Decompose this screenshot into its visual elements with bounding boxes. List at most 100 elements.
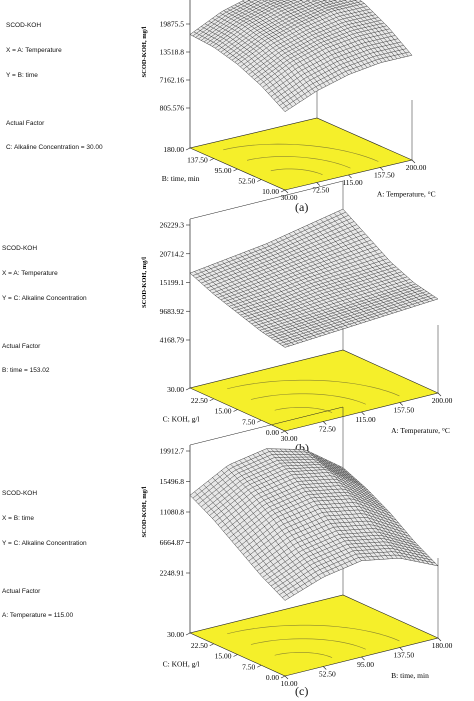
surface-cell xyxy=(240,530,249,538)
surface-cell xyxy=(195,34,203,39)
surface-cell xyxy=(214,492,222,500)
surface-cell xyxy=(242,54,249,59)
surface-cell xyxy=(298,477,307,482)
surface-cell xyxy=(382,29,389,34)
surface-cell xyxy=(281,454,289,458)
surface-cell xyxy=(353,494,361,500)
mesh-line xyxy=(305,0,375,66)
surface-cell xyxy=(248,0,256,3)
surface-cell xyxy=(213,25,220,30)
surface-cell xyxy=(262,503,270,510)
surface-cell xyxy=(361,532,369,537)
surface-cell xyxy=(393,528,402,534)
surface-cell xyxy=(275,554,283,562)
surface-cell xyxy=(360,506,368,513)
mesh-line xyxy=(206,464,360,513)
surface-cell xyxy=(301,480,310,485)
y-tick xyxy=(233,168,238,172)
surface-cell xyxy=(245,527,253,534)
surface-cell xyxy=(354,517,363,522)
mesh-line xyxy=(275,239,371,321)
surface-cell xyxy=(225,504,234,511)
z-tick-label: 26231.9 xyxy=(160,0,185,1)
surface-cell xyxy=(315,479,323,484)
surface-cell xyxy=(360,553,368,558)
surface-cell xyxy=(348,492,357,499)
surface-cell xyxy=(220,524,229,532)
surface-cell xyxy=(324,462,332,467)
mesh-line xyxy=(234,1,362,63)
surface-cell xyxy=(302,487,311,492)
surface-cell xyxy=(235,507,244,514)
mesh-line xyxy=(212,469,366,519)
surface-cell xyxy=(332,48,340,54)
surface-cell xyxy=(352,502,361,507)
surface-cell xyxy=(381,33,388,39)
surface-cell xyxy=(371,513,380,519)
surface-cell xyxy=(214,35,221,40)
surface-cell xyxy=(380,516,389,522)
surface-cell xyxy=(226,488,234,495)
surface-cell xyxy=(416,547,425,552)
surface-cell xyxy=(425,556,433,561)
surface-cell xyxy=(213,483,221,490)
surface-cell xyxy=(255,502,263,510)
surface-cell xyxy=(334,469,342,475)
surface-cell xyxy=(334,503,343,508)
surface-cell xyxy=(290,454,298,458)
surface-cell xyxy=(314,500,322,505)
surface-cell xyxy=(322,467,330,471)
surface-cell xyxy=(361,543,369,547)
y-tick-label: 7.50 xyxy=(242,662,255,671)
surface-cell xyxy=(385,555,393,559)
surface-cell xyxy=(253,46,260,51)
surface-cell xyxy=(310,490,318,495)
surface-cell xyxy=(380,548,388,553)
surface-cell xyxy=(292,465,300,469)
surface-cell xyxy=(421,560,429,565)
surface-cell xyxy=(345,479,353,485)
surface-cell xyxy=(343,502,352,507)
surface-cell xyxy=(389,520,398,525)
surface-cell xyxy=(386,545,394,549)
surface-cell xyxy=(311,462,320,465)
surface-cell xyxy=(325,486,333,490)
surface-cell xyxy=(228,507,236,515)
surface-plot-c: 19912.7 15496.8 11080.8 6664.87 2248.91 SCOD-… xyxy=(141,406,453,688)
surface-cell xyxy=(301,0,308,3)
surface-cell xyxy=(358,56,366,62)
surface-cell xyxy=(370,36,377,41)
surface-cell xyxy=(377,50,384,55)
surface-cell xyxy=(329,496,337,501)
surface-cell xyxy=(267,526,275,534)
surface-cell xyxy=(381,509,389,515)
surface-cell xyxy=(388,514,397,520)
surface-cell xyxy=(395,526,403,532)
mesh-line xyxy=(201,221,355,284)
surface-cell xyxy=(259,544,267,551)
surface-cell xyxy=(402,48,410,53)
surface-cell xyxy=(242,38,249,43)
surface-cell xyxy=(408,538,416,543)
surface-cell xyxy=(337,12,344,17)
surface-cell xyxy=(347,43,355,48)
surface-cell xyxy=(395,546,403,551)
surface-cell xyxy=(350,16,357,20)
surface-cell xyxy=(282,580,291,587)
surface-cell xyxy=(300,568,309,575)
surface-cell xyxy=(212,473,220,481)
surface-cell xyxy=(357,14,365,19)
surface-cell xyxy=(330,41,338,46)
surface-cell xyxy=(380,22,387,27)
z-tick-label: 805.576 xyxy=(160,104,185,113)
surface-cell xyxy=(303,477,311,481)
surface-cell xyxy=(350,491,358,497)
surface-cell xyxy=(411,553,419,558)
mesh-line xyxy=(288,449,385,560)
surface-cell xyxy=(364,62,371,68)
surface-cell xyxy=(228,44,235,49)
surface-cell xyxy=(309,459,317,463)
surface-cell xyxy=(334,485,342,490)
surface-cell xyxy=(251,561,259,568)
surface-cell xyxy=(343,14,351,18)
